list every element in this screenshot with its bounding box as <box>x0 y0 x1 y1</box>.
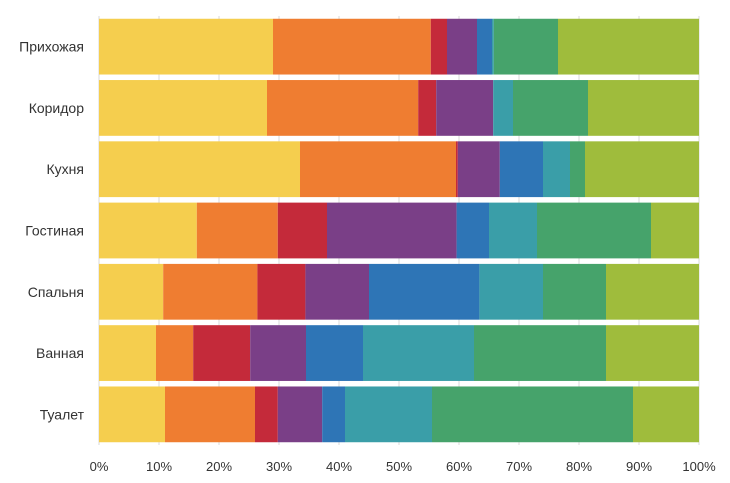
x-tick-label: 60% <box>446 459 472 474</box>
bar-segment <box>363 325 474 381</box>
bar-segment <box>457 141 500 198</box>
bar-segment <box>651 202 699 259</box>
bar-segment <box>257 263 306 320</box>
bar-segment <box>543 263 606 320</box>
bar-segment <box>250 325 306 381</box>
bar-segment <box>99 18 273 75</box>
bar-segment <box>99 80 267 136</box>
bar-segment <box>474 325 606 381</box>
bar-segment <box>99 386 165 443</box>
x-tick-label: 40% <box>326 459 352 474</box>
bar-segment <box>99 263 164 320</box>
category-label: Туалет <box>40 406 85 422</box>
bar-segment <box>456 202 489 259</box>
x-tick-label: 80% <box>566 459 592 474</box>
bar-segment <box>447 18 477 75</box>
bar-segment <box>543 141 570 198</box>
bar-segment <box>322 386 345 443</box>
bar-segment <box>277 386 323 443</box>
bar-segment <box>570 141 585 198</box>
bar-segment <box>537 202 651 259</box>
bar-segment <box>493 18 558 75</box>
bar-segment <box>513 80 588 136</box>
x-tick-label: 0% <box>90 459 109 474</box>
bar-segment <box>606 263 699 320</box>
bar-segment <box>456 141 458 198</box>
bar-segment <box>479 263 543 320</box>
x-tick-label: 70% <box>506 459 532 474</box>
category-label: Прихожая <box>19 39 84 55</box>
bar-segment <box>277 202 327 259</box>
bar-segment <box>436 80 494 136</box>
category-label: Кухня <box>47 161 84 177</box>
bar-segment <box>633 386 699 443</box>
bar-segment <box>606 325 699 381</box>
bar-segment <box>156 325 194 381</box>
bar-segment <box>432 386 633 443</box>
category-label: Ванная <box>36 345 84 361</box>
bar-segment <box>99 202 197 259</box>
bar-segment <box>369 263 480 320</box>
bar-segment <box>345 386 432 443</box>
bar-segment <box>300 141 456 198</box>
x-tick-label: 100% <box>682 459 716 474</box>
bar-segment <box>430 18 447 75</box>
bar-segment <box>163 263 258 320</box>
bar-segment <box>99 141 300 198</box>
x-tick-label: 30% <box>266 459 292 474</box>
x-tick-label: 20% <box>206 459 232 474</box>
category-label: Коридор <box>29 100 85 116</box>
bar-segment <box>273 18 431 75</box>
bar-segment <box>165 386 255 443</box>
bar-segment <box>499 141 543 198</box>
bar-segment <box>305 263 369 320</box>
x-tick-label: 10% <box>146 459 172 474</box>
bar-segment <box>306 325 363 381</box>
bar-segment <box>492 18 494 75</box>
x-axis-tick-labels: 0% 10% 20% 30% 40% 50% 60% 70% 80% 90% 100% <box>90 459 716 474</box>
category-label: Спальня <box>28 284 84 300</box>
bar-segment <box>418 80 437 136</box>
bars <box>99 18 699 443</box>
bar-segment <box>588 80 699 136</box>
bar-segment <box>196 202 278 259</box>
category-labels: Прихожая Коридор Кухня Гостиная Спальня Ванна… <box>19 39 84 423</box>
bar-segment <box>327 202 457 259</box>
bar-segment <box>255 386 278 443</box>
bar-segment <box>99 325 156 381</box>
bar-segment <box>193 325 251 381</box>
category-label: Гостиная <box>25 223 84 239</box>
bar-segment <box>267 80 419 136</box>
x-tick-label: 50% <box>386 459 412 474</box>
bar-segment <box>585 141 699 198</box>
bar-segment <box>489 202 537 259</box>
bar-segment <box>558 18 699 75</box>
bar-segment <box>493 80 513 136</box>
bar-segment <box>477 18 492 75</box>
x-tick-label: 90% <box>626 459 652 474</box>
